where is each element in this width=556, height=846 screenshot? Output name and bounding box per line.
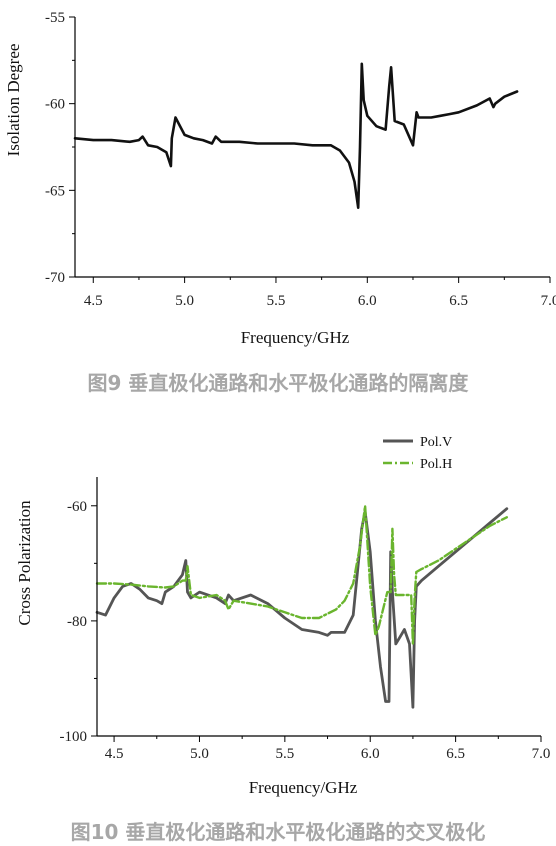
isolation-x-ticks: 4.5 5.0 5.5 6.0 6.5 7.0: [84, 277, 556, 309]
isolation-chart: 4.5 5.0 5.5 6.0 6.5 7.0 -55 -60 -65 -70 Frequenc…: [4, 10, 556, 347]
cross-pol-plot-lines: [95, 504, 509, 709]
x-tick-label: 6.0: [361, 746, 380, 762]
isolation-x-axis-title: Frequency/GHz: [241, 328, 350, 347]
series-line-pol-h: [95, 504, 508, 646]
x-tick-label: 4.5: [84, 293, 103, 309]
figure-9-caption: 图9 垂直极化通路和水平极化通路的隔离度: [87, 371, 469, 395]
y-tick-label: -60: [67, 499, 87, 515]
x-tick-label: 5.5: [275, 746, 294, 762]
x-tick-label: 5.0: [175, 293, 194, 309]
y-tick-label: -65: [45, 183, 65, 199]
x-tick-label: 6.0: [358, 293, 377, 309]
isolation-axes: [74, 17, 550, 278]
cross-pol-legend: Pol.V Pol.H: [383, 435, 452, 472]
series-line-pol-v: [95, 507, 509, 709]
x-tick-label: 7.0: [532, 746, 551, 762]
y-tick-label: -70: [45, 270, 65, 286]
x-tick-label: 4.5: [105, 746, 124, 762]
cross-pol-x-ticks: 4.5 5.0 5.5 6.0 6.5 7.0: [105, 736, 551, 762]
isolation-y-ticks: -55 -60 -65 -70: [45, 10, 75, 286]
x-tick-label: 7.0: [541, 293, 556, 309]
isolation-plot-lines: [73, 62, 519, 209]
legend-label-pol-v: Pol.V: [420, 435, 452, 450]
x-tick-label: 6.5: [446, 746, 465, 762]
cross-pol-x-axis-title: Frequency/GHz: [249, 778, 358, 797]
legend-label-pol-h: Pol.H: [420, 457, 452, 472]
y-tick-label: -60: [45, 97, 65, 113]
x-tick-label: 5.5: [267, 293, 286, 309]
cross-pol-y-ticks: -60 -80 -100: [60, 499, 97, 745]
isolation-y-axis-title: Isolation Degree: [4, 44, 23, 157]
x-tick-label: 5.0: [190, 746, 209, 762]
x-tick-label: 6.5: [449, 293, 468, 309]
y-tick-label: -100: [60, 729, 88, 745]
cross-pol-axes: [96, 477, 541, 737]
figure-10-caption: 图10 垂直极化通路和水平极化通路的交叉极化: [70, 820, 486, 844]
y-tick-label: -55: [45, 10, 65, 26]
y-tick-label: -80: [67, 614, 87, 630]
series-line-isolation: [73, 62, 519, 209]
cross-pol-y-axis-title: Cross Polarization: [15, 500, 34, 626]
cross-polarization-chart: 4.5 5.0 5.5 6.0 6.5 7.0 -60 -80 -100 Frequency/…: [15, 435, 550, 797]
